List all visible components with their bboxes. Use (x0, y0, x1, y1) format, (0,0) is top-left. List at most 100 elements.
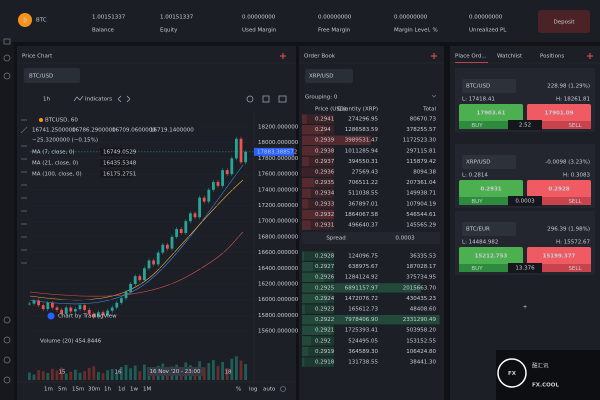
high: H: 0.3083 (563, 173, 590, 179)
auto-toggle[interactable]: auto (263, 387, 276, 393)
coin-name[interactable]: BTC (36, 18, 47, 24)
sell-price[interactable]: 15199.377 (543, 254, 576, 260)
symbol-box[interactable] (462, 155, 516, 169)
quantity: 27569.43 (352, 170, 379, 176)
symbol[interactable]: BTC/USD (29, 74, 53, 80)
price-cell-bg (302, 251, 334, 261)
icon (3, 376, 11, 384)
sell-label-strip[interactable] (527, 121, 591, 129)
volume-bar (83, 371, 86, 380)
indicators-button[interactable]: Indicators (85, 97, 112, 103)
buy-price[interactable]: 17903.61 (477, 111, 506, 117)
buy-price[interactable]: 0.2931 (480, 187, 501, 193)
symbol-box[interactable] (462, 222, 516, 236)
legend-dot (39, 118, 43, 122)
add-icon[interactable] (587, 53, 593, 59)
add-instrument[interactable]: + (523, 305, 528, 311)
price-axis-label: 16200.000000 (258, 282, 299, 288)
low: L: 17418.41 (462, 97, 495, 103)
stat-label: Margin Level, % (394, 28, 438, 34)
settings-icon[interactable] (280, 386, 286, 392)
volume-bar (143, 364, 146, 380)
total: 375734.95 (406, 275, 436, 281)
log-toggle[interactable]: log (249, 387, 257, 393)
buy-label-strip[interactable] (459, 121, 523, 129)
price: 0.2921 (315, 328, 334, 334)
total: 503958.20 (406, 328, 436, 334)
rail-icons (3, 38, 11, 384)
range-button[interactable]: 5m (58, 387, 67, 393)
sell-price[interactable]: 0.2928 (548, 187, 569, 193)
volume-bar (74, 369, 77, 380)
depth-bar (302, 178, 315, 188)
range-button[interactable]: 15m (72, 387, 84, 393)
volume-bar (64, 373, 68, 380)
buy-label[interactable]: BUY (471, 123, 483, 129)
fullscreen-icon[interactable] (262, 95, 270, 103)
dropdown-icon[interactable] (431, 94, 437, 98)
price-axis-label: 17400.000000 (258, 187, 299, 193)
symbol[interactable]: BTC/EUR (466, 227, 490, 233)
buy-price[interactable]: 15212.753 (475, 254, 508, 260)
tab[interactable]: Watchlist (497, 54, 523, 60)
depth-bar (302, 125, 325, 135)
volume-label: Volume (20) (40, 339, 74, 345)
icon (3, 38, 11, 45)
range-button[interactable]: 1m (44, 387, 53, 393)
tool-icons[interactable] (20, 119, 28, 264)
symbol[interactable]: XRP/USD (309, 74, 334, 80)
sell-price[interactable]: 17901.09 (545, 111, 574, 117)
add-icon[interactable] (280, 53, 286, 59)
range-button[interactable]: 1h (104, 387, 111, 393)
range-button[interactable]: 30m (88, 387, 100, 393)
candle (60, 309, 63, 314)
symbol[interactable]: BTC/USD (466, 84, 490, 90)
deposit-button[interactable] (538, 10, 590, 33)
price: 0.2941 (315, 117, 334, 123)
buy-label-strip[interactable] (459, 264, 523, 272)
settings-icon[interactable] (246, 95, 254, 103)
candle (97, 312, 100, 317)
symbol-box[interactable] (462, 79, 516, 93)
undo-redo-icon[interactable] (117, 95, 131, 103)
sell-label[interactable]: SELL (568, 123, 582, 129)
ohlc-value: 16709.0600000 (112, 128, 156, 134)
camera-icon[interactable] (278, 95, 287, 103)
percent-toggle[interactable]: % (236, 387, 241, 393)
depth-bar (302, 336, 312, 346)
sell-label-strip[interactable] (527, 264, 591, 272)
add-icon[interactable] (431, 53, 437, 59)
sell-label[interactable]: SELL (568, 199, 582, 205)
symbol-box[interactable] (24, 68, 80, 83)
symbol[interactable]: XRP/USD (466, 160, 491, 166)
range-button[interactable]: 1w (130, 387, 138, 393)
spread-row-bg (302, 232, 440, 244)
study-name: MA (7, close, 0) (32, 150, 75, 156)
grouping[interactable]: Grouping: 0 (305, 95, 338, 101)
volume-bar (41, 371, 45, 380)
study-value: 16435.5348 (103, 161, 137, 167)
quantity: 131738.55 (348, 360, 378, 366)
deposit-label[interactable]: Deposit (553, 20, 575, 26)
range-button[interactable]: 1d (118, 387, 125, 393)
stat-value: 0.00000000 (318, 15, 352, 21)
stat-label: Free Margin (318, 28, 351, 34)
sell-label[interactable]: SELL (568, 266, 582, 272)
range-button[interactable]: 1M (143, 387, 151, 393)
volume-bar (202, 367, 206, 380)
volume-bar (216, 366, 220, 380)
tab[interactable]: Place Ord... (455, 54, 487, 60)
tab[interactable]: Positions (540, 54, 564, 60)
buy-label[interactable]: BUY (471, 266, 483, 272)
symbol-box[interactable] (305, 69, 353, 83)
volume-bar (51, 368, 54, 380)
interval[interactable]: 1h (43, 97, 50, 103)
buy-label-strip[interactable] (459, 197, 523, 205)
dividers (17, 62, 600, 383)
sell-label-strip[interactable] (527, 197, 591, 205)
volume-bar (101, 373, 105, 380)
indicators-icon[interactable] (73, 95, 84, 102)
buy-label[interactable]: BUY (471, 199, 483, 205)
